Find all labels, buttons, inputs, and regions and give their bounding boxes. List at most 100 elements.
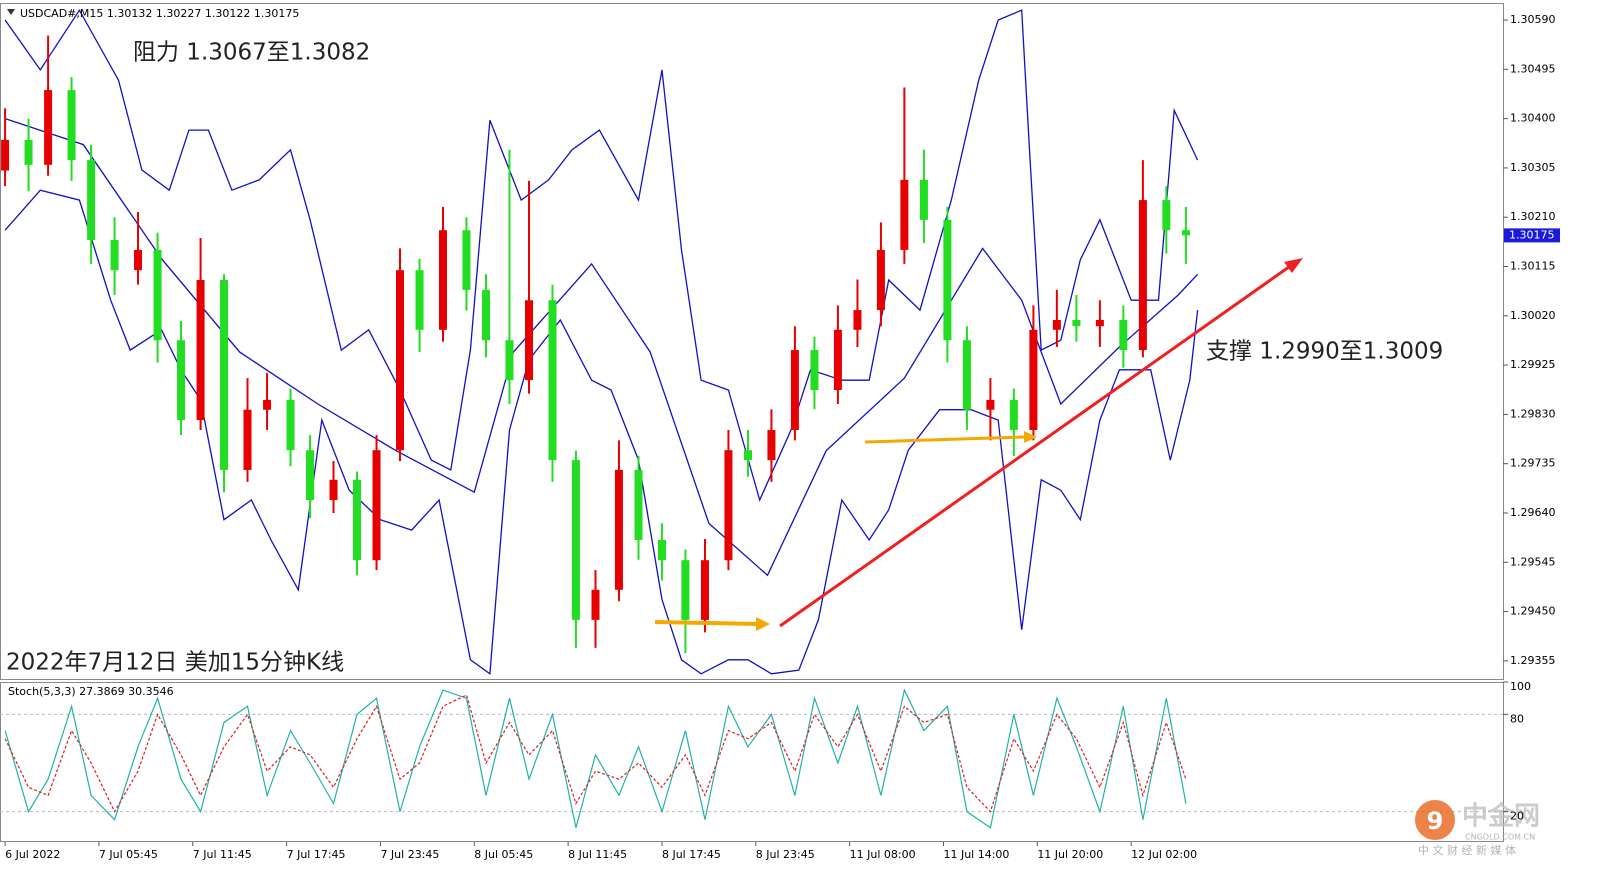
candle-body [548, 300, 557, 461]
candle-body [220, 280, 229, 470]
support-note: 支撑 1.2990至1.3009 [1206, 339, 1443, 365]
candle-body [962, 340, 971, 410]
stoch-line [4, 688, 1187, 829]
candle-body [44, 90, 53, 165]
y-tick-label: 1.30020 [1510, 309, 1556, 322]
stoch-header: Stoch(5,3,3) 27.3869 30.3546 [8, 685, 174, 698]
y-tick-label: 1.30305 [1510, 161, 1556, 174]
last-price-box [1504, 228, 1560, 243]
stoch-frame [0, 682, 1504, 842]
site: CNGOLD.COM.CN [1465, 833, 1535, 842]
x-tick-label: 6 Jul 2022 [5, 848, 60, 861]
candle-body [1009, 399, 1018, 430]
candle-body [87, 160, 96, 241]
x-tick-label: 8 Jul 17:45 [662, 848, 721, 861]
candle-body [505, 340, 514, 381]
x-tick-label: 7 Jul 23:45 [380, 848, 439, 861]
last-price-label: 1.30175 [1509, 228, 1555, 241]
candle-body [943, 219, 952, 341]
candle-body [462, 230, 471, 290]
candle-body [810, 350, 819, 391]
candle-body [591, 589, 600, 620]
chart-caption: 2022年7月12日 美加15分钟K线 [6, 650, 344, 676]
candle-body [919, 179, 928, 220]
candle-body [352, 479, 361, 561]
candle-body [482, 289, 491, 341]
y-tick-label: 1.29355 [1510, 654, 1556, 667]
candle-body [614, 469, 623, 590]
candle-body [1162, 200, 1171, 231]
candle-body [743, 450, 752, 461]
candle-body [1, 139, 10, 171]
stoch-plot [0, 688, 1503, 829]
candle-body [67, 90, 76, 161]
main-plot [1, 8, 1199, 675]
candle-body [306, 450, 315, 501]
bollinger-band [4, 8, 1199, 502]
x-tick-label: 8 Jul 23:45 [756, 848, 815, 861]
candle-body [833, 329, 842, 391]
candle-body [767, 429, 776, 461]
symbol-header: USDCAD#,M15 1.30132 1.30227 1.30122 1.30… [20, 7, 299, 20]
candle-body [657, 539, 666, 561]
candle-body [415, 270, 424, 330]
candle-body [196, 280, 205, 421]
x-tick-label: 8 Jul 05:45 [474, 848, 533, 861]
candle-body [153, 249, 162, 341]
candle-body [900, 179, 909, 250]
candle-body [372, 450, 381, 561]
candle-body [243, 409, 252, 470]
candle-body [329, 479, 338, 501]
resistance-note: 阻力 1.3067至1.3082 [133, 40, 370, 66]
candle-body [853, 310, 862, 330]
y-tick-label: 80 [1510, 712, 1524, 725]
candle-body [1119, 319, 1128, 351]
candle-body [790, 350, 799, 430]
trend-line [779, 260, 1297, 628]
y-tick-label: 1.29450 [1510, 605, 1556, 618]
header-icon [7, 9, 15, 15]
x-tick-label: 8 Jul 11:45 [568, 848, 627, 861]
candle-body [286, 399, 295, 451]
candle-body [724, 450, 733, 561]
y-tick-label: 1.30115 [1510, 260, 1556, 273]
candle-body [571, 460, 580, 620]
candle-body [525, 300, 534, 381]
candle-body [1138, 200, 1147, 351]
drawings [654, 258, 1303, 631]
y-tick-label: 1.29830 [1510, 407, 1556, 420]
main-frame [0, 3, 1504, 680]
x-tick-label: 11 Jul 20:00 [1037, 848, 1103, 861]
candle-body [634, 469, 643, 540]
watermark: 9 中金网 CNGOLD.COM.CN 中 文 财 经 新 媒 体 [1415, 800, 1540, 857]
candle-body [876, 249, 885, 311]
support-arrow-head [1024, 431, 1037, 443]
candle-body [439, 230, 448, 330]
x-tick-label: 7 Jul 11:45 [193, 848, 252, 861]
y-tick-label: 1.30590 [1510, 13, 1556, 26]
support-arrow [654, 620, 759, 626]
candle-body [1095, 319, 1104, 327]
candle-body [1052, 319, 1061, 330]
x-tick-label: 11 Jul 08:00 [850, 848, 916, 861]
x-tick-label: 7 Jul 17:45 [287, 848, 346, 861]
candle-body [986, 399, 995, 410]
x-tick-label: 11 Jul 14:00 [943, 848, 1009, 861]
candle-body [177, 340, 186, 421]
trend-arrow-head [1284, 258, 1303, 273]
y-tick-label: 1.30210 [1510, 210, 1556, 223]
y-tick-label: 1.29925 [1510, 358, 1556, 371]
candle-body [395, 270, 404, 451]
support-arrow-head [756, 617, 770, 631]
y-tick-label: 1.29735 [1510, 457, 1556, 470]
candle-body [681, 560, 690, 620]
candle-body [1181, 230, 1190, 236]
y-tick-label: 1.30495 [1510, 62, 1556, 75]
support-arrow [864, 435, 1026, 444]
brand: 中金网 [1462, 801, 1540, 832]
candle-body [110, 240, 119, 271]
stoch-line [4, 694, 1187, 813]
candle-body [263, 399, 272, 410]
y-tick-label: 1.30400 [1510, 112, 1556, 125]
